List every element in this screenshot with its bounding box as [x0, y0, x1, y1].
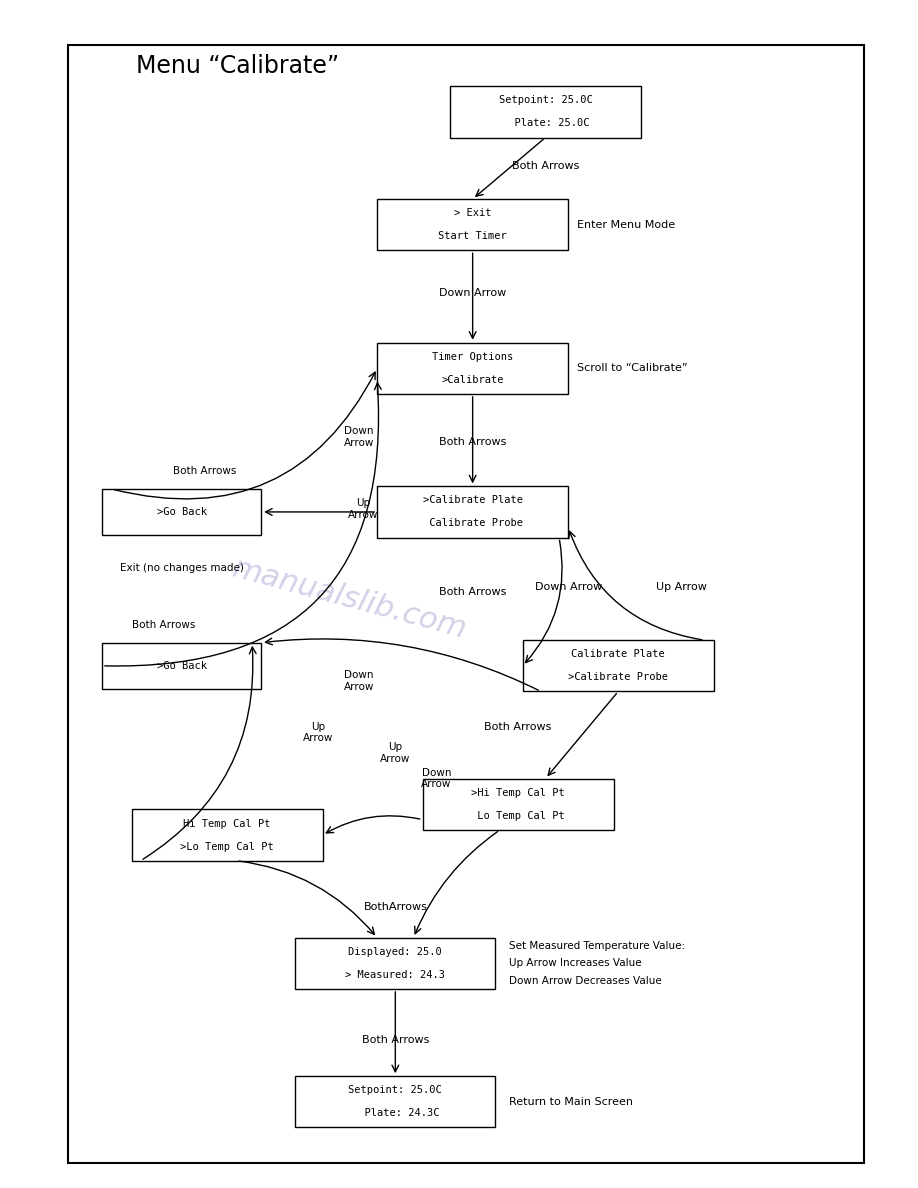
Text: Return to Main Screen: Return to Main Screen — [509, 1097, 633, 1107]
Text: Calibrate Plate: Calibrate Plate — [571, 650, 665, 659]
Text: >Go Back: >Go Back — [157, 507, 207, 517]
Bar — [102, 488, 261, 535]
Text: Both Arrows: Both Arrows — [511, 162, 579, 171]
Text: Down
Arrow: Down Arrow — [343, 426, 375, 448]
Text: Enter Menu Mode: Enter Menu Mode — [577, 220, 676, 229]
Bar — [450, 87, 641, 138]
Text: Up Arrow: Up Arrow — [656, 582, 707, 592]
Text: >Lo Temp Cal Pt: >Lo Temp Cal Pt — [180, 841, 274, 852]
Bar — [131, 809, 322, 861]
Text: > Measured: 24.3: > Measured: 24.3 — [345, 969, 445, 980]
Bar — [522, 640, 713, 691]
Text: manualslib.com: manualslib.com — [230, 554, 470, 644]
Text: Down
Arrow: Down Arrow — [343, 670, 375, 691]
Text: Down
Arrow: Down Arrow — [421, 767, 452, 790]
Bar — [102, 643, 261, 689]
Text: Displayed: 25.0: Displayed: 25.0 — [349, 947, 442, 956]
Text: BothArrows: BothArrows — [364, 902, 427, 912]
Text: Up
Arrow: Up Arrow — [380, 742, 410, 764]
Bar — [422, 778, 613, 830]
Text: Down Arrow: Down Arrow — [439, 289, 506, 298]
Text: Both Arrows: Both Arrows — [131, 620, 195, 630]
Text: >Calibrate Probe: >Calibrate Probe — [568, 672, 668, 682]
Bar — [296, 1076, 496, 1127]
Text: Plate: 25.0C: Plate: 25.0C — [501, 119, 589, 128]
Text: Up
Arrow: Up Arrow — [303, 721, 333, 744]
Text: Scroll to “Calibrate”: Scroll to “Calibrate” — [577, 364, 688, 373]
Text: Both Arrows: Both Arrows — [439, 587, 507, 596]
Bar — [296, 937, 496, 988]
Text: Set Measured Temperature Value:: Set Measured Temperature Value: — [509, 941, 685, 950]
Text: >Hi Temp Cal Pt: >Hi Temp Cal Pt — [471, 788, 565, 798]
Text: Hi Temp Cal Pt: Hi Temp Cal Pt — [184, 819, 271, 828]
Text: >Calibrate: >Calibrate — [442, 375, 504, 385]
Bar — [377, 342, 568, 394]
Text: Both Arrows: Both Arrows — [362, 1035, 429, 1045]
Text: Plate: 24.3C: Plate: 24.3C — [352, 1108, 439, 1118]
Text: Start Timer: Start Timer — [438, 232, 507, 241]
Bar — [377, 486, 568, 538]
Text: Down Arrow Decreases Value: Down Arrow Decreases Value — [509, 975, 662, 986]
Text: Up Arrow Increases Value: Up Arrow Increases Value — [509, 959, 642, 968]
Text: Both Arrows: Both Arrows — [173, 466, 236, 476]
Text: Setpoint: 25.0C: Setpoint: 25.0C — [498, 95, 592, 106]
Text: Up
Arrow: Up Arrow — [348, 498, 378, 519]
Text: Menu “Calibrate”: Menu “Calibrate” — [136, 53, 339, 77]
Bar — [68, 45, 864, 1163]
Text: Both Arrows: Both Arrows — [439, 437, 507, 447]
Text: Setpoint: 25.0C: Setpoint: 25.0C — [349, 1085, 442, 1095]
Text: Both Arrows: Both Arrows — [485, 722, 552, 732]
Text: Exit (no changes made): Exit (no changes made) — [119, 563, 243, 574]
Text: >Calibrate Plate: >Calibrate Plate — [422, 495, 522, 505]
Text: Calibrate Probe: Calibrate Probe — [422, 518, 522, 529]
Text: Down Arrow: Down Arrow — [534, 582, 602, 592]
Text: > Exit: > Exit — [453, 208, 491, 219]
Text: Timer Options: Timer Options — [432, 352, 513, 362]
Text: Lo Temp Cal Pt: Lo Temp Cal Pt — [471, 811, 565, 821]
Text: >Go Back: >Go Back — [157, 661, 207, 671]
Bar — [377, 200, 568, 251]
